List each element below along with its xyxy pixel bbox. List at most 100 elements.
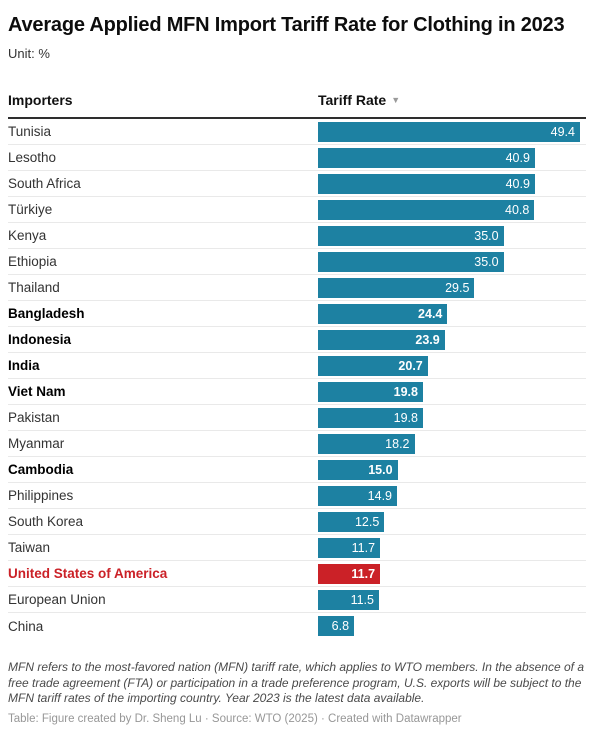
tariff-bar: 40.9 [318,173,535,194]
importer-label: Taiwan [8,540,51,555]
tariff-value-label: 11.5 [350,592,374,607]
tariff-value-label: 40.9 [505,176,530,191]
table-row: China 6.8 [8,613,586,639]
importer-label: Cambodia [8,462,74,477]
tariff-value-label: 18.2 [385,436,410,451]
importer-label: Thailand [8,280,60,295]
table-row: Philippines 14.9 [8,483,586,509]
tariff-value-label: 40.8 [505,202,530,217]
bar-cell: 6.8 [318,616,580,636]
tariff-bar: 29.5 [318,277,475,298]
table-row: Indonesia 23.9 [8,327,586,353]
tariff-value-label: 11.7 [351,566,376,581]
importer-label: South Korea [8,514,84,529]
table-row: Kenya 35.0 [8,223,586,249]
tariff-bar: 23.9 [318,329,445,350]
tariff-bar: 11.7 [318,563,381,584]
importer-label: Tunisia [8,124,52,139]
tariff-value-label: 14.9 [367,488,393,503]
tariff-bar: 18.2 [318,433,415,454]
importer-label: Bangladesh [8,306,85,321]
tariff-value-label: 20.7 [398,358,423,373]
table-row: Viet Nam 19.8 [8,379,586,405]
importer-label: Pakistan [8,410,60,425]
table-row: South Korea 12.5 [8,509,586,535]
tariff-value-label: 19.8 [393,384,418,399]
tariff-bar: 14.9 [318,485,398,506]
bar-cell: 23.9 [318,329,580,350]
bar-table: Tunisia 49.4 Lesotho 40.9 South Africa 4… [8,119,586,639]
table-row: United States of America 11.7 [8,561,586,587]
column-header-tariff-rate[interactable]: Tariff Rate ▼ [318,92,400,108]
bar-cell: 19.8 [318,381,580,402]
tariff-value-label: 15.0 [368,462,393,477]
tariff-value-label: 35.0 [474,228,499,243]
importer-label: Kenya [8,228,47,243]
tariff-bar: 19.8 [318,407,423,428]
footnote: MFN refers to the most-favored nation (M… [8,660,584,706]
table-row: Thailand 29.5 [8,275,586,301]
chart-title: Average Applied MFN Import Tariff Rate f… [8,14,565,36]
tariff-value-label: 6.8 [331,619,350,633]
importer-label: China [8,618,44,634]
importer-label: United States of America [8,566,168,581]
bar-cell: 11.7 [318,537,580,558]
bar-cell: 18.2 [318,433,580,454]
attribution: Table: Figure created by Dr. Sheng Lu · … [8,712,462,725]
tariff-value-label: 29.5 [445,280,470,295]
tariff-bar: 49.4 [318,121,580,142]
bar-cell: 35.0 [318,251,580,272]
importer-label: Ethiopia [8,254,57,269]
table-row: Bangladesh 24.4 [8,301,586,327]
tariff-value-label: 24.4 [418,306,443,321]
bar-cell: 40.9 [318,147,580,168]
bar-cell: 19.8 [318,407,580,428]
bar-cell: 20.7 [318,355,580,376]
table-row: Ethiopia 35.0 [8,249,586,275]
importer-label: South Africa [8,176,81,191]
tariff-bar: 20.7 [318,355,428,376]
chart-container: Average Applied MFN Import Tariff Rate f… [0,13,600,725]
table-row: Myanmar 18.2 [8,431,586,457]
tariff-bar: 24.4 [318,303,448,324]
bar-cell: 49.4 [318,121,580,142]
unit-label: Unit: % [8,46,50,61]
tariff-bar: 40.9 [318,147,535,168]
tariff-bar: 11.7 [318,537,381,558]
bar-cell: 29.5 [318,277,580,298]
importer-label: European Union [8,592,106,607]
table-row: Türkiye 40.8 [8,197,586,223]
sort-descending-icon: ▼ [391,95,401,105]
tariff-bar: 40.8 [318,199,535,220]
bar-cell: 15.0 [318,459,580,480]
table-row: Pakistan 19.8 [8,405,586,431]
tariff-bar: 11.5 [318,589,379,610]
tariff-value-label: 11.7 [351,540,376,555]
tariff-bar: 12.5 [318,511,385,532]
tariff-value-label: 19.8 [393,410,418,425]
tariff-value-label: 23.9 [415,332,440,347]
importer-label: India [8,358,40,373]
importer-label: Türkiye [8,202,53,217]
bar-cell: 40.9 [318,173,580,194]
tariff-value-label: 35.0 [474,254,499,269]
table-row: India 20.7 [8,353,586,379]
table-row: European Union 11.5 [8,587,586,613]
tariff-rate-header-label: Tariff Rate [318,92,387,108]
tariff-bar: 35.0 [318,225,504,246]
column-header-importers[interactable]: Importers [8,92,73,108]
importer-label: Lesotho [8,150,57,165]
bar-cell: 24.4 [318,303,580,324]
table-row: Cambodia 15.0 [8,457,586,483]
bar-cell: 35.0 [318,225,580,246]
table-row: Tunisia 49.4 [8,119,586,145]
bar-cell: 11.7 [318,563,580,584]
importer-label: Philippines [8,488,74,503]
tariff-value-label: 40.9 [505,150,530,165]
bar-cell: 14.9 [318,485,580,506]
bar-cell: 11.5 [318,589,580,610]
bar-cell: 12.5 [318,511,580,532]
tariff-bar: 15.0 [318,459,398,480]
importer-label: Viet Nam [8,384,66,399]
bar-cell: 40.8 [318,199,580,220]
